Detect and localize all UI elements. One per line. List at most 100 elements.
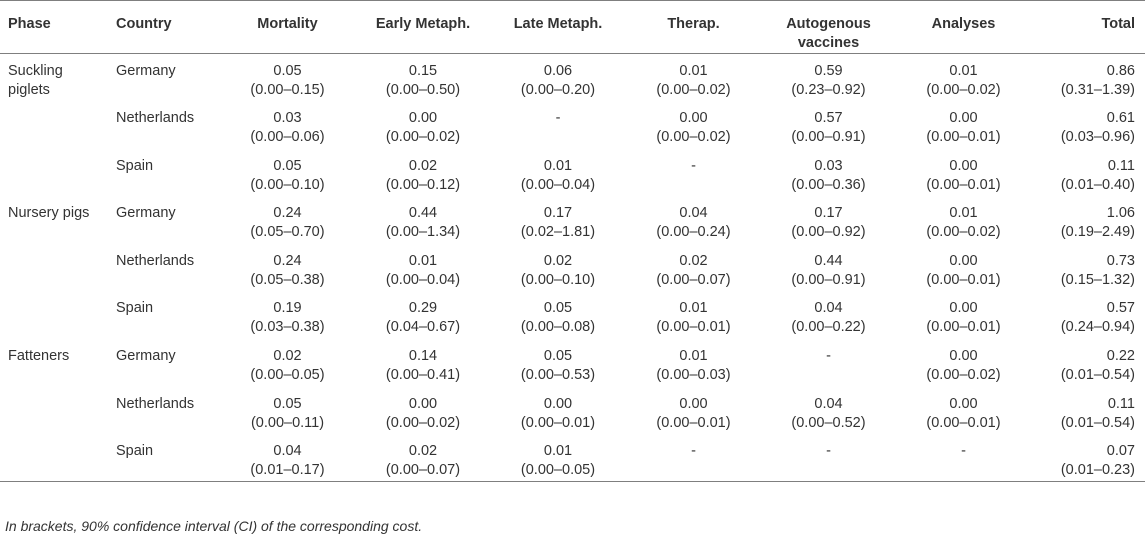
cell-confidence-interval: (0.00–0.02) xyxy=(926,224,1001,241)
cell-late-metaph: 0.06 (0.00–0.20) xyxy=(491,54,625,102)
cell-confidence-interval: (0.00–0.41) xyxy=(385,367,461,384)
cell-confidence-interval: (0.00–0.50) xyxy=(385,82,461,98)
cell-value: 0.05 xyxy=(543,348,573,365)
cell-confidence-interval: (0.00–0.01) xyxy=(926,271,1001,288)
cell-phase: Nursery pigs xyxy=(8,205,90,222)
cell-value: 0.03 xyxy=(814,157,843,174)
header-early-metaph: Early Metaph. xyxy=(355,0,491,54)
cell-value: - xyxy=(826,443,831,460)
cell-therap: 0.04 (0.00–0.24) xyxy=(625,196,762,244)
header-therap: Therap. xyxy=(625,0,762,54)
cell-value: - xyxy=(826,348,831,365)
cell-early-metaph: 0.00 (0.00–0.02) xyxy=(355,387,491,435)
cell-value: 0.01 xyxy=(949,63,978,79)
cell-value: 0.02 xyxy=(543,252,573,269)
table-footnote: In brackets, 90% confidence interval (CI… xyxy=(5,518,423,534)
cell-value: 0.14 xyxy=(408,348,438,365)
cell-total: 0.11 (0.01–0.40) xyxy=(1032,149,1145,197)
cell-confidence-interval: (0.01–0.17) xyxy=(250,462,325,479)
cell-value: 0.22 xyxy=(1106,348,1135,365)
cell-value: 0.24 xyxy=(273,252,302,269)
cell-value: 0.29 xyxy=(408,300,438,317)
cell-confidence-interval: (0.00–0.01) xyxy=(656,319,731,336)
cell-value: 0.00 xyxy=(543,395,573,412)
cell-value: 0.01 xyxy=(543,443,573,460)
cell-country: Spain xyxy=(116,300,154,317)
cell-analyses: 0.01 (0.00–0.02) xyxy=(895,196,1032,244)
cell-value: 0.59 xyxy=(814,63,843,79)
cell-confidence-interval: (0.00–0.20) xyxy=(520,82,596,98)
cell-autogenous-vaccines: 0.03 (0.00–0.36) xyxy=(762,149,895,197)
cell-confidence-interval: (0.00–0.01) xyxy=(926,129,1001,146)
header-analyses: Analyses xyxy=(895,0,1032,54)
cell-value: 0.57 xyxy=(1106,300,1135,317)
cell-analyses: 0.00 (0.00–0.01) xyxy=(895,291,1032,339)
cell-value: 0.03 xyxy=(273,110,302,127)
cell-total: 0.86 (0.31–1.39) xyxy=(1032,54,1145,102)
cell-value: 0.57 xyxy=(814,110,843,127)
cell-confidence-interval: (0.23–0.92) xyxy=(791,82,866,98)
cell-early-metaph: 0.44 (0.00–1.34) xyxy=(355,196,491,244)
cell-value: 0.02 xyxy=(273,348,302,365)
table-row: Netherlands 0.03 (0.00–0.06) 0.00 (0.00–0.02… xyxy=(0,101,1145,149)
cell-phase xyxy=(0,291,112,339)
cell-confidence-interval: (0.00–0.11) xyxy=(250,414,325,431)
cell-confidence-interval: (0.00–0.03) xyxy=(656,367,731,384)
cell-value: 0.01 xyxy=(408,252,438,269)
cell-value: 0.17 xyxy=(814,205,843,222)
cell-confidence-interval: (0.04–0.67) xyxy=(385,319,461,336)
cell-mortality: 0.04 (0.01–0.17) xyxy=(220,434,355,483)
cell-total: 0.57 (0.24–0.94) xyxy=(1032,291,1145,339)
table-row: Spain 0.05 (0.00–0.10) 0.02 (0.00–0.12) 0.01 (… xyxy=(0,149,1145,197)
cell-confidence-interval: (0.05–0.38) xyxy=(250,271,325,288)
cell-confidence-interval: (0.00–0.05) xyxy=(250,367,325,384)
cell-confidence-interval: (0.00–0.04) xyxy=(520,176,596,193)
cell-confidence-interval: (0.00–0.15) xyxy=(250,82,325,98)
header-row: Phase Country Mortality Early Metaph. La… xyxy=(0,0,1145,54)
cell-confidence-interval: (0.00–0.91) xyxy=(791,129,866,146)
cell-confidence-interval: (0.00–0.02) xyxy=(385,414,461,431)
cell-country: Germany xyxy=(116,205,176,222)
cell-confidence-interval: (0.19–2.49) xyxy=(1060,224,1135,241)
cell-value: 0.02 xyxy=(679,252,708,269)
cell-confidence-interval: (0.01–0.23) xyxy=(1060,462,1135,479)
header-late-metaph: Late Metaph. xyxy=(491,0,625,54)
cell-total: 0.61 (0.03–0.96) xyxy=(1032,101,1145,149)
cell-therap: 0.02 (0.00–0.07) xyxy=(625,244,762,292)
cell-value: - xyxy=(555,110,561,127)
cell-confidence-interval: (0.00–0.02) xyxy=(926,82,1001,98)
cell-therap: - xyxy=(625,434,762,483)
cell-confidence-interval: (0.00–0.08) xyxy=(520,319,596,336)
cell-country: Spain xyxy=(116,157,154,174)
cell-confidence-interval: (0.00–0.10) xyxy=(250,176,325,193)
table-body: Suckling piglets Germany 0.05 (0.00–0.15) 0.… xyxy=(0,54,1145,483)
cell-confidence-interval: (0.00–0.92) xyxy=(791,224,866,241)
cell-confidence-interval: (0.00–0.52) xyxy=(791,414,866,431)
cell-autogenous-vaccines: 0.59 (0.23–0.92) xyxy=(762,54,895,102)
cell-analyses: 0.00 (0.00–0.01) xyxy=(895,101,1032,149)
cell-value: 0.05 xyxy=(273,63,302,79)
cell-confidence-interval: (0.00–0.02) xyxy=(656,129,731,146)
cell-value: 0.05 xyxy=(273,395,302,412)
cell-therap: 0.01 (0.00–0.02) xyxy=(625,54,762,102)
cell-value: 0.11 xyxy=(1107,395,1135,412)
table-row: Suckling piglets Germany 0.05 (0.00–0.15) 0.… xyxy=(0,54,1145,102)
cell-confidence-interval: (0.00–1.34) xyxy=(385,224,461,241)
cell-confidence-interval: (0.00–0.53) xyxy=(520,367,596,384)
cell-confidence-interval: (0.00–0.24) xyxy=(656,224,731,241)
cell-confidence-interval: (0.00–0.10) xyxy=(520,271,596,288)
cell-value: 0.17 xyxy=(543,205,573,222)
cell-confidence-interval: (0.01–0.54) xyxy=(1060,414,1135,431)
cell-confidence-interval: (0.24–0.94) xyxy=(1060,319,1135,336)
cell-phase xyxy=(0,101,112,149)
cell-analyses: 0.00 (0.00–0.02) xyxy=(895,339,1032,387)
cell-value: 0.00 xyxy=(408,395,438,412)
cell-confidence-interval: (0.00–0.07) xyxy=(385,462,461,479)
cell-mortality: 0.19 (0.03–0.38) xyxy=(220,291,355,339)
cell-value: 0.44 xyxy=(408,205,438,222)
header-total: Total xyxy=(1032,0,1145,54)
cell-phase: Fatteners xyxy=(8,348,70,365)
cell-value: 0.06 xyxy=(543,63,573,79)
cell-value: 0.00 xyxy=(949,300,978,317)
cell-value: 0.24 xyxy=(273,205,302,222)
